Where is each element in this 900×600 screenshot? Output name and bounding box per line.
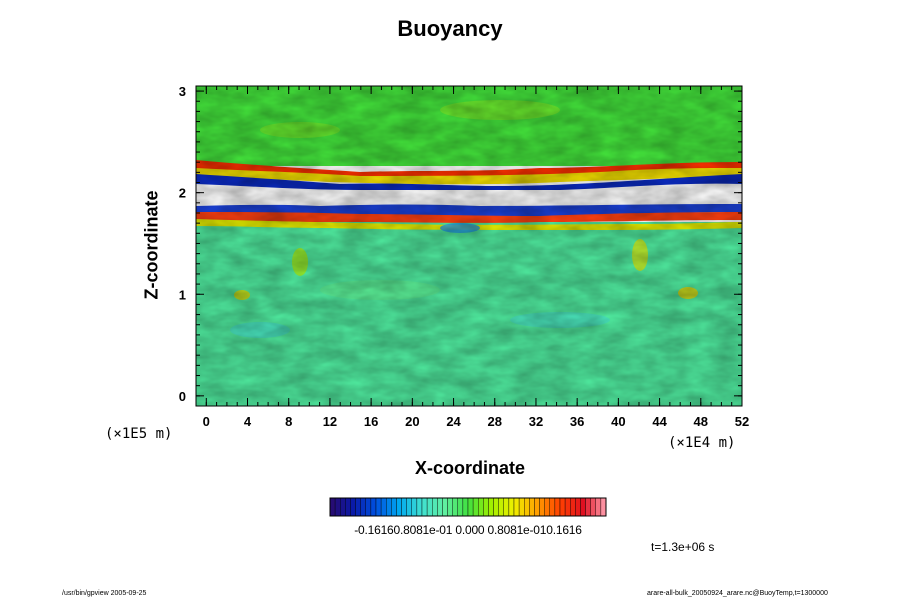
x-tick-label: 24 [446, 414, 461, 429]
colorbar-cell [411, 497, 418, 517]
colorbar-cell [590, 497, 596, 517]
x-axis-unit: (×1E4 m) [668, 435, 736, 451]
colorbar-cell [447, 497, 453, 517]
colorbar-cell [472, 497, 479, 517]
colorbar-cell [432, 497, 438, 517]
x-tick-label: 44 [652, 414, 667, 429]
colorbar-cell [554, 497, 561, 517]
colorbar-cell [421, 497, 428, 517]
x-tick-label: 28 [488, 414, 502, 429]
x-tick-label: 8 [285, 414, 292, 429]
colorbar-cell [380, 497, 387, 517]
colorbar-tick-labels: -0.16160.8081e-01 0.000 0.8081e-010.1616 [354, 523, 582, 537]
chart-title: Buoyancy [397, 16, 503, 41]
colorbar-cell [437, 497, 443, 517]
colorbar-cell [462, 497, 469, 517]
colorbar-cell [508, 497, 515, 517]
y-axis-unit: (×1E5 m) [105, 426, 173, 442]
colorbar-cell [426, 497, 433, 517]
x-tick-label: 4 [244, 414, 252, 429]
colorbar-cell [401, 497, 407, 517]
colorbar-cell [559, 497, 566, 517]
colorbar-cell [365, 497, 372, 517]
colorbar-cell [406, 497, 412, 517]
colorbar-cell [457, 497, 464, 517]
colorbar-cell [503, 497, 510, 517]
plot-frame [195, 85, 743, 407]
x-tick-label: 52 [735, 414, 749, 429]
y-tick-label: 1 [179, 287, 186, 302]
colorbar-cell [350, 497, 356, 517]
colorbar-cell [524, 497, 530, 517]
colorbar-cell [595, 497, 602, 517]
colorbar-cell [539, 497, 545, 517]
colorbar-cell [396, 497, 402, 517]
x-tick-label: 12 [323, 414, 337, 429]
y-tick-label: 3 [179, 84, 186, 99]
colorbar-cell [478, 497, 484, 517]
colorbar-cell [570, 497, 576, 517]
footer-left: /usr/bin/gpview 2005-09-25 [62, 590, 147, 597]
colorbar-cell [529, 497, 535, 517]
colorbar-cell [355, 497, 361, 517]
colorbar-cell [544, 497, 550, 517]
colorbar-cell [534, 497, 540, 517]
field-noise [196, 86, 742, 406]
x-tick-label: 32 [529, 414, 543, 429]
colorbar-cell [329, 497, 336, 517]
colorbar-cell [340, 497, 346, 517]
colorbar-cell [375, 497, 382, 517]
colorbar-cell [513, 497, 520, 517]
colorbar-cell [467, 497, 474, 517]
colorbar-cell [498, 497, 504, 517]
colorbar-cell [416, 497, 423, 517]
colorbar [329, 497, 607, 517]
x-tick-label: 20 [405, 414, 419, 429]
colorbar-cell [442, 497, 448, 517]
colorbar-cell [600, 497, 607, 517]
x-axis-label: X-coordinate [414, 458, 525, 478]
colorbar-cell [452, 497, 458, 517]
colorbar-cell [575, 497, 581, 517]
y-axis-label: Z-coordinate [141, 190, 162, 300]
x-tick-label: 48 [694, 414, 708, 429]
colorbar-cell [391, 497, 397, 517]
colorbar-cell [488, 497, 494, 517]
colorbar-cell [518, 497, 525, 517]
time-label: t=1.3e+06 s [651, 540, 715, 554]
colorbar-cell [549, 497, 556, 517]
x-tick-label: 36 [570, 414, 584, 429]
x-tick-label: 40 [611, 414, 625, 429]
x-tick-label: 0 [203, 414, 210, 429]
colorbar-cell [345, 497, 351, 517]
buoyancy-field [196, 86, 742, 406]
colorbar-cell [585, 497, 591, 517]
colorbar-cell [580, 497, 586, 517]
colorbar-cell [360, 497, 366, 517]
x-tick-label: 16 [364, 414, 378, 429]
y-tick-label: 0 [179, 389, 186, 404]
colorbar-cell [386, 497, 392, 517]
colorbar-frame [329, 497, 607, 517]
colorbar-cell [370, 497, 377, 517]
y-tick-label: 2 [179, 186, 186, 201]
footer-right: arare-all-bulk_20050924_arare.nc@BuoyTem… [647, 590, 828, 597]
colorbar-cell [334, 497, 341, 517]
colorbar-cell [483, 497, 489, 517]
colorbar-cell [564, 497, 571, 517]
colorbar-cell [493, 497, 499, 517]
